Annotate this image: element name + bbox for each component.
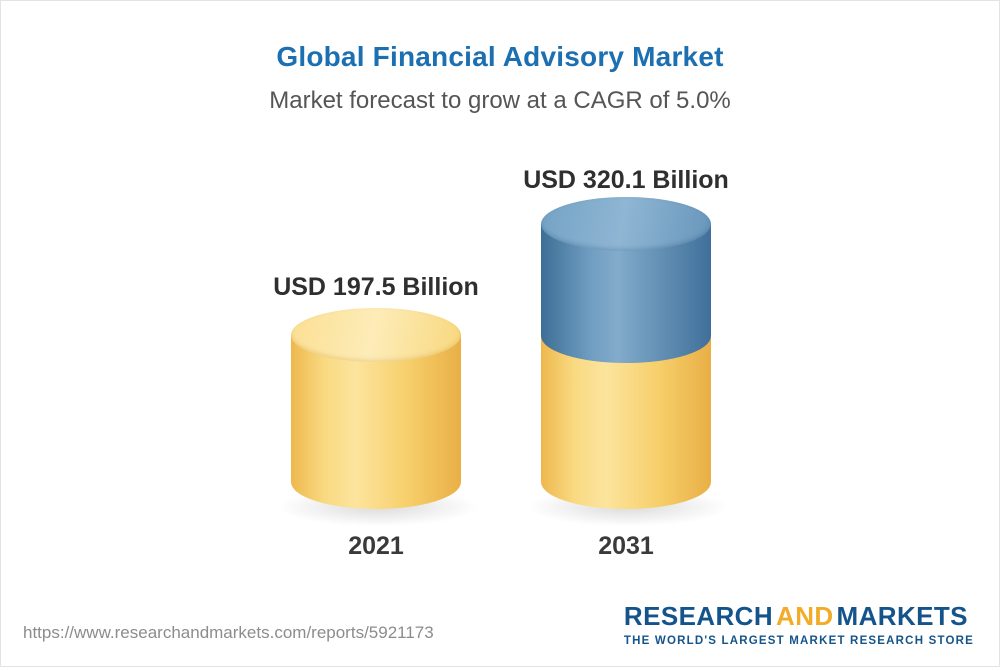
logo-wordmark: RESEARCH AND MARKETS — [624, 601, 968, 632]
bar-2031-base-segment — [541, 336, 711, 509]
logo-word-research: RESEARCH — [623, 601, 774, 631]
value-label-2021: USD 197.5 Billion — [273, 273, 479, 301]
value-label-2031: USD 320.1 Billion — [523, 166, 729, 194]
category-label-2031: 2031 — [598, 532, 654, 560]
bar-2031 — [541, 197, 711, 509]
report-url: https://www.researchandmarkets.com/repor… — [23, 623, 434, 642]
chart-title: Global Financial Advisory Market — [276, 41, 724, 72]
category-label-2021: 2021 — [348, 532, 404, 560]
logo-tagline: THE WORLD'S LARGEST MARKET RESEARCH STOR… — [623, 635, 974, 647]
research-and-markets-logo: RESEARCH AND MARKETS THE WORLD'S LARGEST M… — [624, 601, 974, 647]
logo-word-markets: MARKETS — [836, 601, 968, 631]
bar-2031-top-cap — [541, 197, 711, 251]
chart-subtitle: Market forecast to grow at a CAGR of 5.0… — [269, 87, 731, 114]
bar-2021-top-cap — [291, 308, 461, 362]
bar-2021-body — [291, 335, 461, 509]
logo-word-and: AND — [776, 601, 834, 631]
bar-2021 — [291, 308, 461, 509]
